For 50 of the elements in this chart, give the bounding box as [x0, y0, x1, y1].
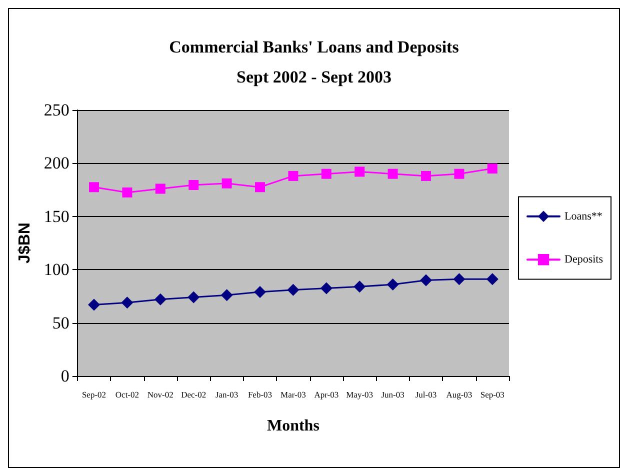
- point: [487, 164, 498, 174]
- point: [388, 168, 398, 179]
- point: [255, 182, 265, 192]
- legend-label: Loans**: [564, 210, 602, 222]
- x-tick-label: Nov-02: [147, 390, 174, 400]
- y-axis-title: J$BN: [16, 222, 34, 264]
- x-axis-title: Months: [266, 418, 320, 434]
- y-tick-label: 200: [44, 154, 70, 173]
- point: [320, 282, 332, 294]
- y-tick-label: 0: [60, 366, 70, 386]
- point: [454, 168, 464, 179]
- point: [421, 170, 431, 181]
- chart-title: Commercial Banks' Loans and Deposits Sept 2002 - Sept 2003: [169, 38, 460, 86]
- point: [188, 180, 199, 190]
- x-tick-label: Aug-03: [446, 390, 472, 400]
- x-tick-label: May-03: [346, 390, 374, 400]
- point: [220, 289, 233, 302]
- y-tick-label: 250: [44, 100, 70, 120]
- x-tick-label: Jun-03: [381, 390, 404, 400]
- y-tick-label: 100: [44, 260, 70, 280]
- point: [486, 273, 498, 286]
- x-tick-label: Oct-02: [115, 390, 140, 400]
- point: [386, 278, 399, 290]
- x-tick-label: Jan-03: [215, 390, 238, 400]
- point: [122, 187, 132, 198]
- point: [354, 280, 366, 293]
- point: [222, 178, 232, 188]
- point: [354, 166, 365, 177]
- point: [154, 293, 166, 306]
- y-tick-label: 50: [52, 313, 70, 332]
- point: [321, 168, 332, 179]
- x-tick-label: Sep-03: [480, 390, 504, 400]
- point: [155, 184, 166, 194]
- point: [287, 284, 300, 296]
- y-tick-label: 150: [44, 206, 70, 226]
- x-tick-label: Dec-02: [181, 390, 206, 400]
- point: [288, 170, 298, 181]
- point: [88, 298, 100, 311]
- x-tick-label: Mar-03: [280, 390, 306, 400]
- legend-label: Deposits: [564, 254, 603, 266]
- point: [254, 286, 266, 298]
- x-tick-label: Jul-03: [415, 390, 437, 400]
- point: [121, 296, 134, 309]
- point: [453, 273, 466, 286]
- point: [188, 291, 200, 304]
- point: [89, 182, 99, 192]
- x-tick-label: Apr-03: [314, 390, 339, 400]
- point: [420, 274, 432, 286]
- x-tick-label: Sep-02: [82, 390, 106, 400]
- x-tick-label: Feb-03: [248, 390, 272, 400]
